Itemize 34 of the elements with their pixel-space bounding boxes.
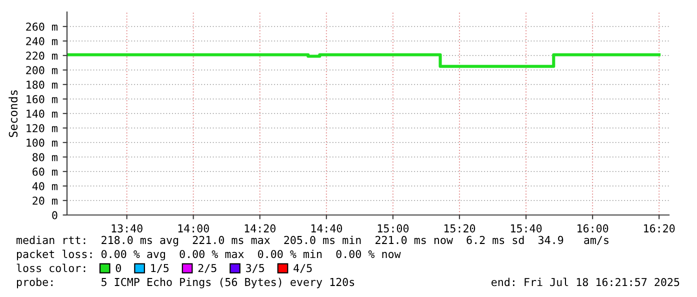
text: median rtt: 218.0 ms avg 221.0 ms max 205.0 ms min 221.0 ms now 6.2 ms sd 34.9 am/s — [16, 236, 608, 246]
x-tick-label: 14:20 — [244, 224, 276, 232]
text: probe: 5 ICMP Echo Pings (56 Bytes) every 120s — [17, 278, 354, 288]
legend-label: 3/5 — [246, 264, 264, 274]
x-tick-label: 16:20 — [644, 224, 675, 232]
legend-label: 0 — [116, 264, 121, 272]
text: end: Fri Jul 18 16:21:57 2025 — [492, 278, 680, 286]
y-tick-label: 200 m — [26, 66, 58, 74]
legend-title: loss color: — [16, 264, 86, 272]
y-axis-title: Seconds — [8, 90, 18, 138]
y-tick-label: 180 m — [26, 80, 58, 89]
legend-label: 1/5 — [151, 264, 169, 274]
x-tick-label: 14:00 — [178, 224, 209, 232]
y-tick-label: 100 m — [26, 138, 58, 147]
legend-label: 4/5 — [294, 264, 312, 274]
x-tick-label: 15:40 — [511, 224, 542, 232]
x-tick-label: 14:40 — [311, 224, 342, 232]
x-tick-label: 16:00 — [578, 224, 608, 232]
y-tick-label: 40 m — [32, 182, 58, 190]
y-tick-label: 20 m — [32, 196, 58, 205]
legend-label: 2/5 — [198, 264, 216, 274]
x-tick-label: 15:00 — [378, 224, 409, 232]
y-tick-label: 160 m — [26, 95, 58, 104]
text: packet loss: 0.00 % avg 0.00 % max 0.00 % min 0.00 % now — [17, 250, 401, 260]
x-tick-label: 15:20 — [444, 224, 476, 232]
y-tick-label: 60 m — [32, 168, 58, 176]
x-tick-label: 13:40 — [112, 224, 142, 232]
y-tick-label: 220 m — [26, 52, 58, 60]
y-tick-label: 240 m — [26, 37, 58, 46]
y-tick-label: 260 m — [26, 22, 58, 31]
y-tick-label: 80 m — [32, 153, 58, 162]
y-tick-label: 0 — [52, 211, 58, 220]
y-tick-label: 120 m — [26, 124, 58, 132]
y-tick-label: 140 m — [26, 110, 58, 118]
